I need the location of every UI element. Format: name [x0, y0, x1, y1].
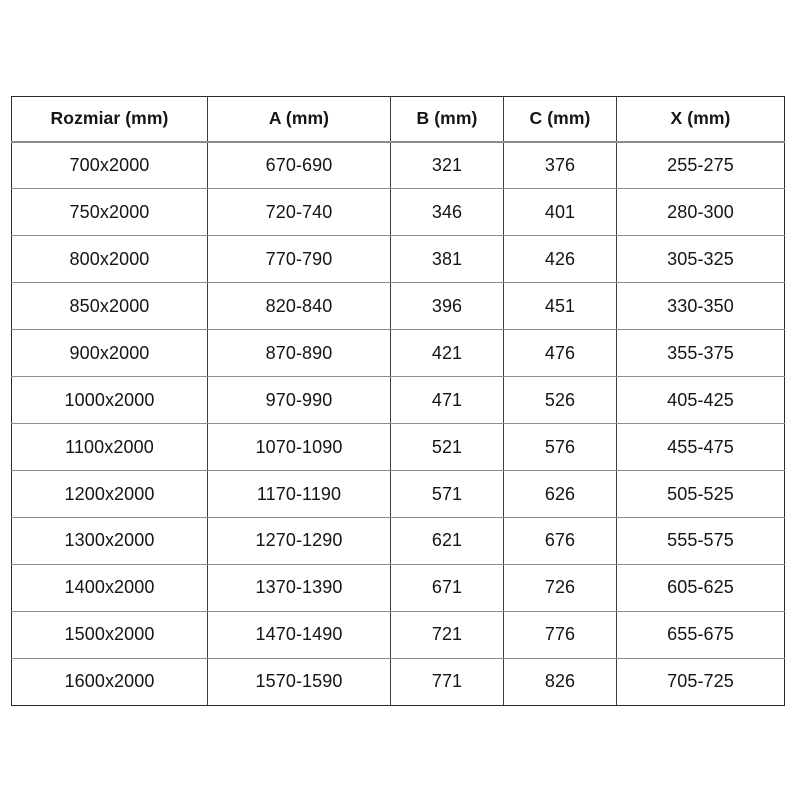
cell-x: 330-350: [616, 282, 785, 331]
size-table-container: Rozmiar (mm) A (mm) B (mm) C (mm) X (mm) 700…: [11, 95, 785, 707]
cell-x: 555-575: [616, 517, 785, 565]
table-body: 700x2000 670-690 321 376 255-275 750x2000 720-…: [11, 141, 785, 707]
cell-b: 721: [390, 610, 504, 659]
cell-c: 401: [503, 188, 617, 237]
cell-size: 750x2000: [11, 188, 208, 237]
cell-size: 800x2000: [11, 235, 208, 284]
cell-c: 476: [503, 329, 617, 378]
table-row: 1000x2000 970-990 471 526 405-425: [11, 376, 785, 425]
cell-a: 1370-1390: [207, 563, 391, 612]
cell-b: 321: [390, 141, 504, 190]
cell-x: 305-325: [616, 235, 785, 284]
table-header-row: Rozmiar (mm) A (mm) B (mm) C (mm) X (mm): [11, 95, 785, 143]
table-row: 800x2000 770-790 381 426 305-325: [11, 235, 785, 284]
cell-c: 526: [503, 376, 617, 425]
cell-c: 676: [503, 517, 617, 565]
cell-x: 255-275: [616, 141, 785, 190]
cell-size: 1000x2000: [11, 376, 208, 425]
cell-b: 381: [390, 235, 504, 284]
cell-c: 626: [503, 470, 617, 519]
cell-a: 820-840: [207, 282, 391, 331]
cell-a: 770-790: [207, 235, 391, 284]
cell-a: 1570-1590: [207, 657, 391, 707]
table-header: Rozmiar (mm) A (mm) B (mm) C (mm) X (mm): [11, 95, 785, 143]
cell-a: 670-690: [207, 141, 391, 190]
cell-b: 346: [390, 188, 504, 237]
cell-x: 605-625: [616, 563, 785, 612]
cell-size: 1100x2000: [11, 423, 208, 472]
cell-size: 900x2000: [11, 329, 208, 378]
cell-x: 505-525: [616, 470, 785, 519]
cell-b: 521: [390, 423, 504, 472]
cell-a: 870-890: [207, 329, 391, 378]
cell-a: 1170-1190: [207, 470, 391, 519]
cell-b: 421: [390, 329, 504, 378]
cell-c: 776: [503, 610, 617, 659]
cell-a: 720-740: [207, 188, 391, 237]
cell-a: 1070-1090: [207, 423, 391, 472]
cell-x: 355-375: [616, 329, 785, 378]
cell-size: 700x2000: [11, 141, 208, 190]
size-table: Rozmiar (mm) A (mm) B (mm) C (mm) X (mm) 700…: [11, 95, 785, 707]
table-row: 700x2000 670-690 321 376 255-275: [11, 141, 785, 190]
column-header-size[interactable]: Rozmiar (mm): [11, 95, 208, 143]
cell-c: 826: [503, 657, 617, 707]
table-row: 1400x2000 1370-1390 671 726 605-625: [11, 563, 785, 612]
cell-x: 705-725: [616, 657, 785, 707]
cell-b: 671: [390, 563, 504, 612]
cell-a: 1470-1490: [207, 610, 391, 659]
cell-b: 771: [390, 657, 504, 707]
cell-c: 426: [503, 235, 617, 284]
column-header-x[interactable]: X (mm): [616, 95, 785, 143]
table-row: 750x2000 720-740 346 401 280-300: [11, 188, 785, 237]
cell-c: 726: [503, 563, 617, 612]
cell-a: 970-990: [207, 376, 391, 425]
cell-c: 451: [503, 282, 617, 331]
table-row: 1200x2000 1170-1190 571 626 505-525: [11, 470, 785, 519]
cell-b: 396: [390, 282, 504, 331]
cell-c: 376: [503, 141, 617, 190]
table-row: 1600x2000 1570-1590 771 826 705-725: [11, 657, 785, 707]
cell-x: 405-425: [616, 376, 785, 425]
cell-size: 850x2000: [11, 282, 208, 331]
column-header-a[interactable]: A (mm): [207, 95, 391, 143]
column-header-c[interactable]: C (mm): [503, 95, 617, 143]
cell-b: 621: [390, 517, 504, 565]
column-header-b[interactable]: B (mm): [390, 95, 504, 143]
cell-a: 1270-1290: [207, 517, 391, 565]
table-row: 1500x2000 1470-1490 721 776 655-675: [11, 610, 785, 659]
table-row: 1300x2000 1270-1290 621 676 555-575: [11, 517, 785, 565]
cell-b: 471: [390, 376, 504, 425]
cell-size: 1400x2000: [11, 563, 208, 612]
cell-size: 1500x2000: [11, 610, 208, 659]
table-row: 1100x2000 1070-1090 521 576 455-475: [11, 423, 785, 472]
table-row: 900x2000 870-890 421 476 355-375: [11, 329, 785, 378]
cell-size: 1600x2000: [11, 657, 208, 707]
cell-c: 576: [503, 423, 617, 472]
table-row: 850x2000 820-840 396 451 330-350: [11, 282, 785, 331]
cell-size: 1300x2000: [11, 517, 208, 565]
cell-x: 455-475: [616, 423, 785, 472]
cell-b: 571: [390, 470, 504, 519]
cell-size: 1200x2000: [11, 470, 208, 519]
cell-x: 655-675: [616, 610, 785, 659]
cell-x: 280-300: [616, 188, 785, 237]
